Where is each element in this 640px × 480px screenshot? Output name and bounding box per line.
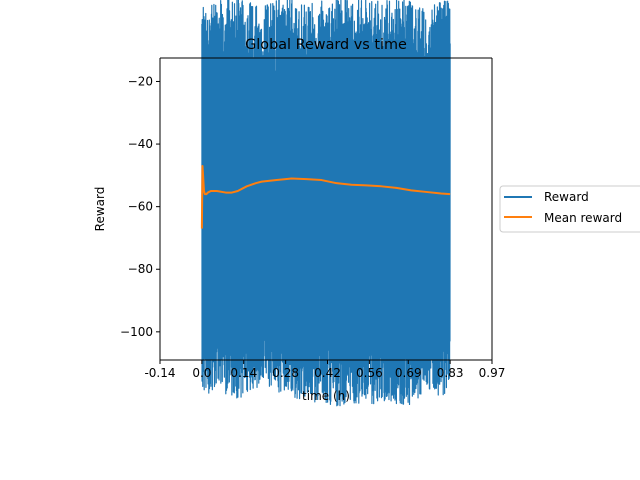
x-tick-label: 0.42: [314, 366, 341, 380]
x-tick-label: 0.56: [356, 366, 383, 380]
legend-box: [499, 185, 640, 233]
x-tick-label: 0.0: [192, 366, 211, 380]
chart-title: Global Reward vs time: [245, 37, 407, 53]
x-tick-label: 0.97: [479, 366, 506, 380]
series-layer: [200, 0, 451, 407]
x-tick-label: 0.69: [395, 366, 422, 380]
mean-reward-series-line: [200, 164, 451, 229]
x-axis-ticks: -0.14 0.0 0.14 0.28 0.42 0.56 0.69 0.83 0.97: [144, 360, 505, 380]
x-tick-label: 0.14: [230, 366, 257, 380]
x-tick-label: -0.14: [144, 366, 175, 380]
y-tick-label: −20: [128, 74, 153, 88]
x-axis-label: time (h): [302, 389, 350, 403]
legend: Reward Mean reward: [499, 185, 640, 233]
y-tick-label: −100: [120, 325, 153, 339]
y-axis-ticks: −20 −40 −60 −80 −100: [120, 74, 160, 339]
y-tick-label: −40: [128, 137, 153, 151]
legend-label-reward: Reward: [544, 190, 589, 204]
x-tick-label: 0.28: [272, 366, 299, 380]
y-tick-label: −80: [128, 262, 153, 276]
x-tick-label: 0.83: [437, 366, 464, 380]
axes-frame: [159, 57, 493, 361]
y-axis-label: Reward: [93, 187, 107, 232]
legend-label-mean-reward: Mean reward: [544, 211, 622, 225]
y-tick-label: −60: [128, 200, 153, 214]
reward-series-line: [201, 0, 451, 407]
